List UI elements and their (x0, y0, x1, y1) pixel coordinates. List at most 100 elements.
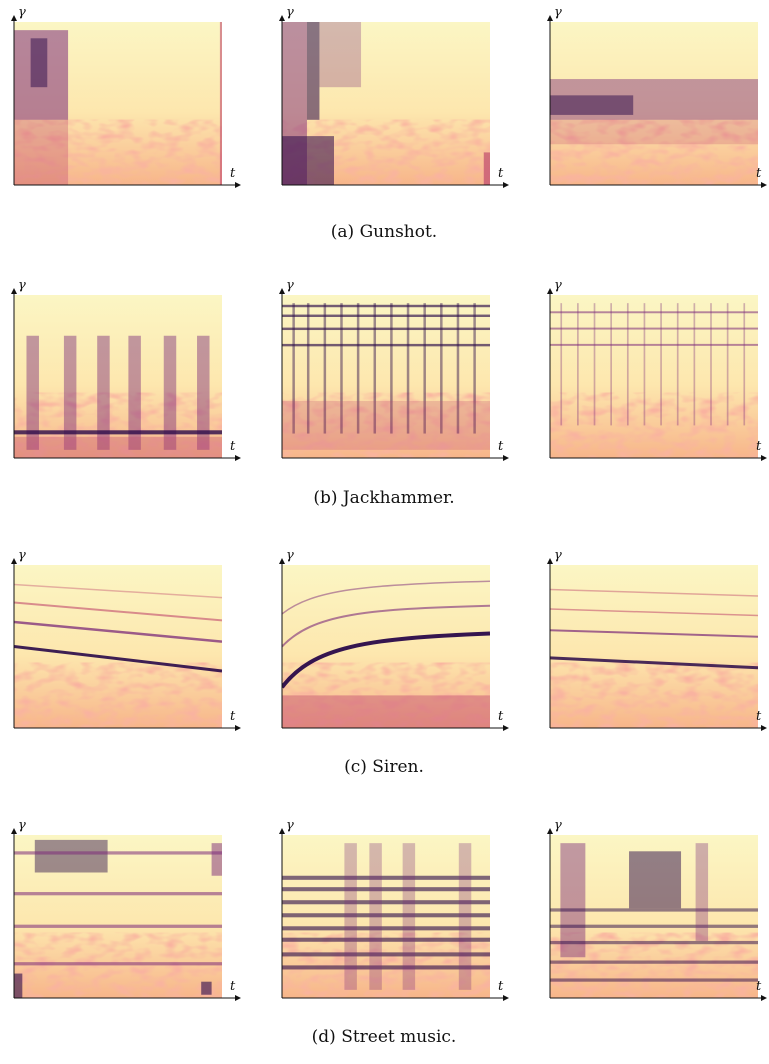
energy-burst (306, 303, 310, 434)
energy-region (629, 851, 682, 909)
spectrogram-panel: γt (11, 818, 241, 1001)
harmonic (550, 656, 758, 670)
spectrogram-image (282, 835, 490, 998)
energy-region (483, 152, 490, 185)
harmonic (550, 960, 758, 964)
y-axis-label: γ (286, 818, 294, 833)
spectrogram-image (282, 295, 490, 458)
spectrogram-image (550, 22, 758, 185)
harmonic (550, 924, 758, 928)
harmonic (14, 892, 222, 896)
harmonic (550, 908, 758, 912)
energy-burst (390, 303, 393, 434)
harmonic (14, 962, 222, 966)
energy-burst (292, 303, 295, 434)
energy-burst (402, 843, 416, 990)
x-axis-label: t (498, 709, 504, 724)
spectrogram-panel: γt (279, 818, 509, 1001)
energy-region (282, 400, 490, 450)
energy-burst (458, 843, 472, 990)
spectrogram-image (14, 835, 222, 998)
energy-burst (356, 303, 360, 434)
spectrogram-panel: γt (279, 278, 509, 461)
energy-burst (373, 303, 377, 434)
energy-region (14, 430, 222, 435)
energy-region (319, 22, 362, 88)
energy-region (282, 136, 334, 185)
energy-burst (340, 303, 343, 434)
low-texture (550, 119, 758, 185)
y-axis-label: γ (554, 5, 562, 20)
harmonic (550, 343, 758, 346)
harmonic (282, 887, 490, 892)
energy-region (14, 973, 23, 998)
y-axis-label: γ (286, 278, 294, 293)
spectrogram-panel: γt (547, 818, 767, 1001)
energy-region (211, 843, 222, 876)
energy-region (14, 119, 69, 185)
energy-region (550, 95, 634, 115)
energy-burst (577, 303, 579, 426)
spectrogram-panel: γt (547, 548, 767, 731)
harmonic (282, 875, 490, 880)
spectrogram-panel: γt (11, 278, 241, 461)
energy-burst (323, 303, 327, 434)
harmonic (282, 327, 490, 331)
harmonic (14, 601, 222, 622)
harmonic (282, 604, 490, 648)
harmonic (550, 311, 758, 314)
energy-region (219, 22, 222, 185)
spectrogram-panel: γt (279, 5, 509, 188)
spectrogram-image (282, 22, 490, 185)
energy-burst (369, 843, 382, 990)
low-texture (282, 662, 490, 728)
harmonic (550, 629, 758, 638)
y-axis-label: γ (554, 818, 562, 833)
y-axis-label: γ (18, 548, 26, 563)
x-axis-label: t (230, 709, 236, 724)
energy-burst (743, 303, 746, 426)
y-axis-label: γ (18, 5, 26, 20)
energy-burst (344, 843, 357, 990)
spectrogram-image (550, 295, 758, 458)
subfigure-caption: (c) Siren. (344, 757, 424, 777)
harmonic (282, 314, 490, 318)
energy-burst (197, 335, 210, 450)
energy-burst (626, 303, 629, 426)
energy-region (30, 38, 48, 88)
x-axis-label: t (498, 979, 504, 994)
energy-region (34, 839, 108, 873)
harmonic (282, 580, 490, 615)
energy-burst (423, 303, 426, 434)
energy-burst (710, 303, 712, 426)
harmonic (282, 965, 490, 970)
x-axis-label: t (756, 166, 762, 181)
harmonic (14, 620, 222, 643)
harmonic (282, 343, 490, 347)
spectrogram-image (14, 565, 222, 728)
subfigure-caption: (a) Gunshot. (331, 222, 437, 242)
low-texture (14, 392, 222, 458)
spectrogram-image (14, 22, 222, 185)
x-axis-label: t (756, 439, 762, 454)
spectrogram-image (550, 835, 758, 998)
energy-region (550, 119, 758, 145)
energy-burst (593, 303, 596, 426)
energy-burst (440, 303, 443, 434)
energy-burst (406, 303, 410, 434)
x-axis-label: t (230, 439, 236, 454)
x-axis-label: t (230, 166, 236, 181)
spectrogram-image (550, 565, 758, 728)
energy-burst (610, 303, 612, 426)
energy-burst (97, 335, 110, 450)
energy-burst (660, 303, 662, 426)
y-axis-label: γ (286, 548, 294, 563)
energy-region (14, 436, 222, 458)
energy-region (201, 981, 212, 995)
energy-region (560, 843, 586, 958)
low-texture (14, 662, 222, 728)
harmonic (282, 631, 490, 689)
y-axis-label: γ (18, 278, 26, 293)
energy-burst (560, 303, 563, 426)
y-axis-label: γ (18, 818, 26, 833)
